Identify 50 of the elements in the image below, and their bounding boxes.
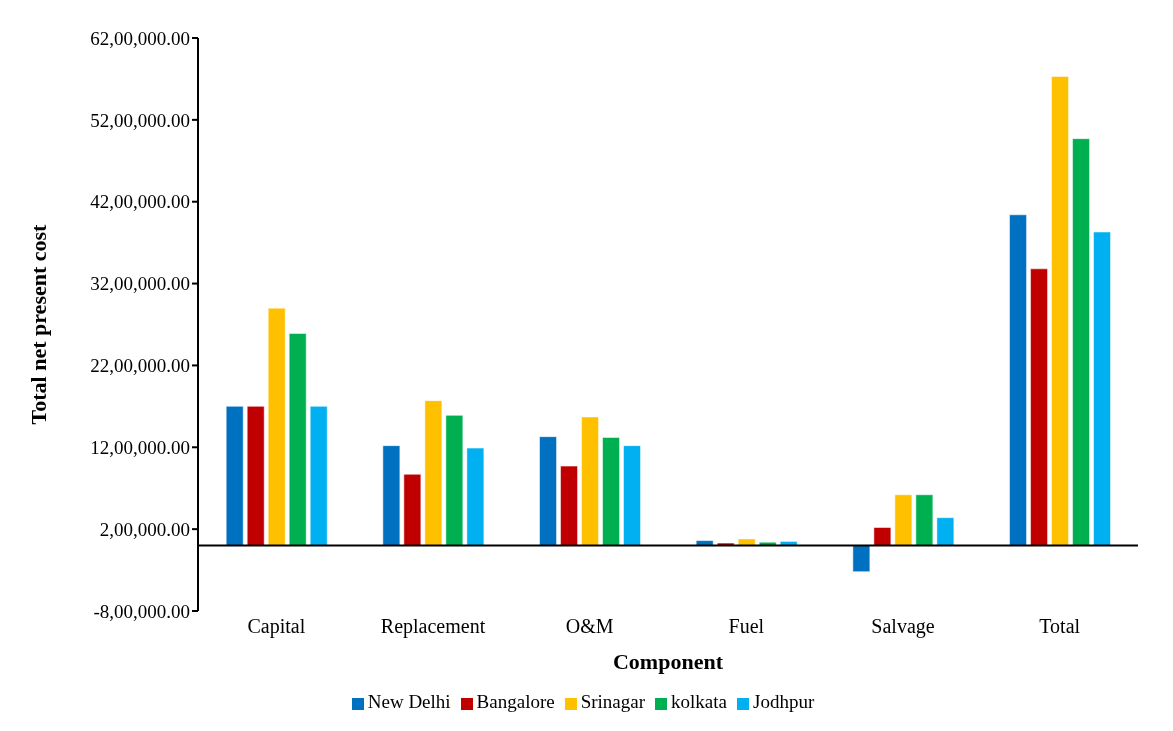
legend-label: New Delhi	[367, 691, 451, 712]
legend-label: Bangalore	[476, 691, 555, 712]
x-tick-label: Capital	[247, 615, 306, 639]
y-tick-label: -8,00,000.00	[93, 600, 190, 622]
bar	[894, 494, 913, 546]
y-tick-label: 52,00,000.00	[90, 109, 190, 131]
bar	[716, 542, 735, 546]
bar	[403, 474, 422, 546]
bar	[560, 465, 578, 546]
bar	[915, 494, 934, 546]
bar	[539, 436, 557, 546]
y-tick-label: 42,00,000.00	[90, 191, 190, 213]
bar	[288, 333, 307, 546]
y-tick-label: 2,00,000.00	[99, 518, 190, 540]
x-tick-label: Fuel	[728, 615, 765, 638]
y-tick-label: 32,00,000.00	[90, 273, 190, 295]
bar	[623, 445, 641, 546]
bar	[737, 538, 756, 546]
bar	[424, 400, 443, 546]
x-tick-label: Replacement	[380, 615, 486, 639]
bar	[581, 416, 599, 546]
bar	[267, 307, 286, 546]
bar	[1093, 231, 1111, 546]
x-axis-title: Component	[612, 649, 724, 674]
x-tick-label: Total	[1039, 615, 1081, 638]
y-axis-title: Total net present cost	[25, 223, 51, 425]
bar	[466, 447, 485, 546]
bar	[1009, 214, 1027, 546]
x-tick-label: Salvage	[871, 615, 935, 639]
bar	[852, 545, 871, 572]
bar	[779, 541, 798, 546]
bar	[382, 445, 401, 546]
bar	[936, 517, 955, 546]
bar	[1030, 268, 1048, 546]
legend-label: Jodhpur	[753, 691, 815, 712]
x-tick-label: O&M	[565, 615, 614, 638]
y-tick-label: 12,00,000.00	[90, 437, 190, 459]
bar	[873, 527, 892, 546]
y-tick-label: 62,00,000.00	[90, 27, 190, 49]
bar	[445, 415, 464, 546]
bar	[1051, 76, 1069, 546]
bar	[602, 437, 620, 546]
y-tick-label: 22,00,000.00	[90, 355, 190, 377]
bar	[1072, 138, 1090, 546]
legend-label: Srinagar	[580, 691, 646, 712]
bar	[246, 406, 265, 546]
bar	[309, 406, 328, 546]
bar	[225, 406, 244, 546]
bar	[695, 540, 714, 546]
legend-label: kolkata	[671, 691, 727, 712]
